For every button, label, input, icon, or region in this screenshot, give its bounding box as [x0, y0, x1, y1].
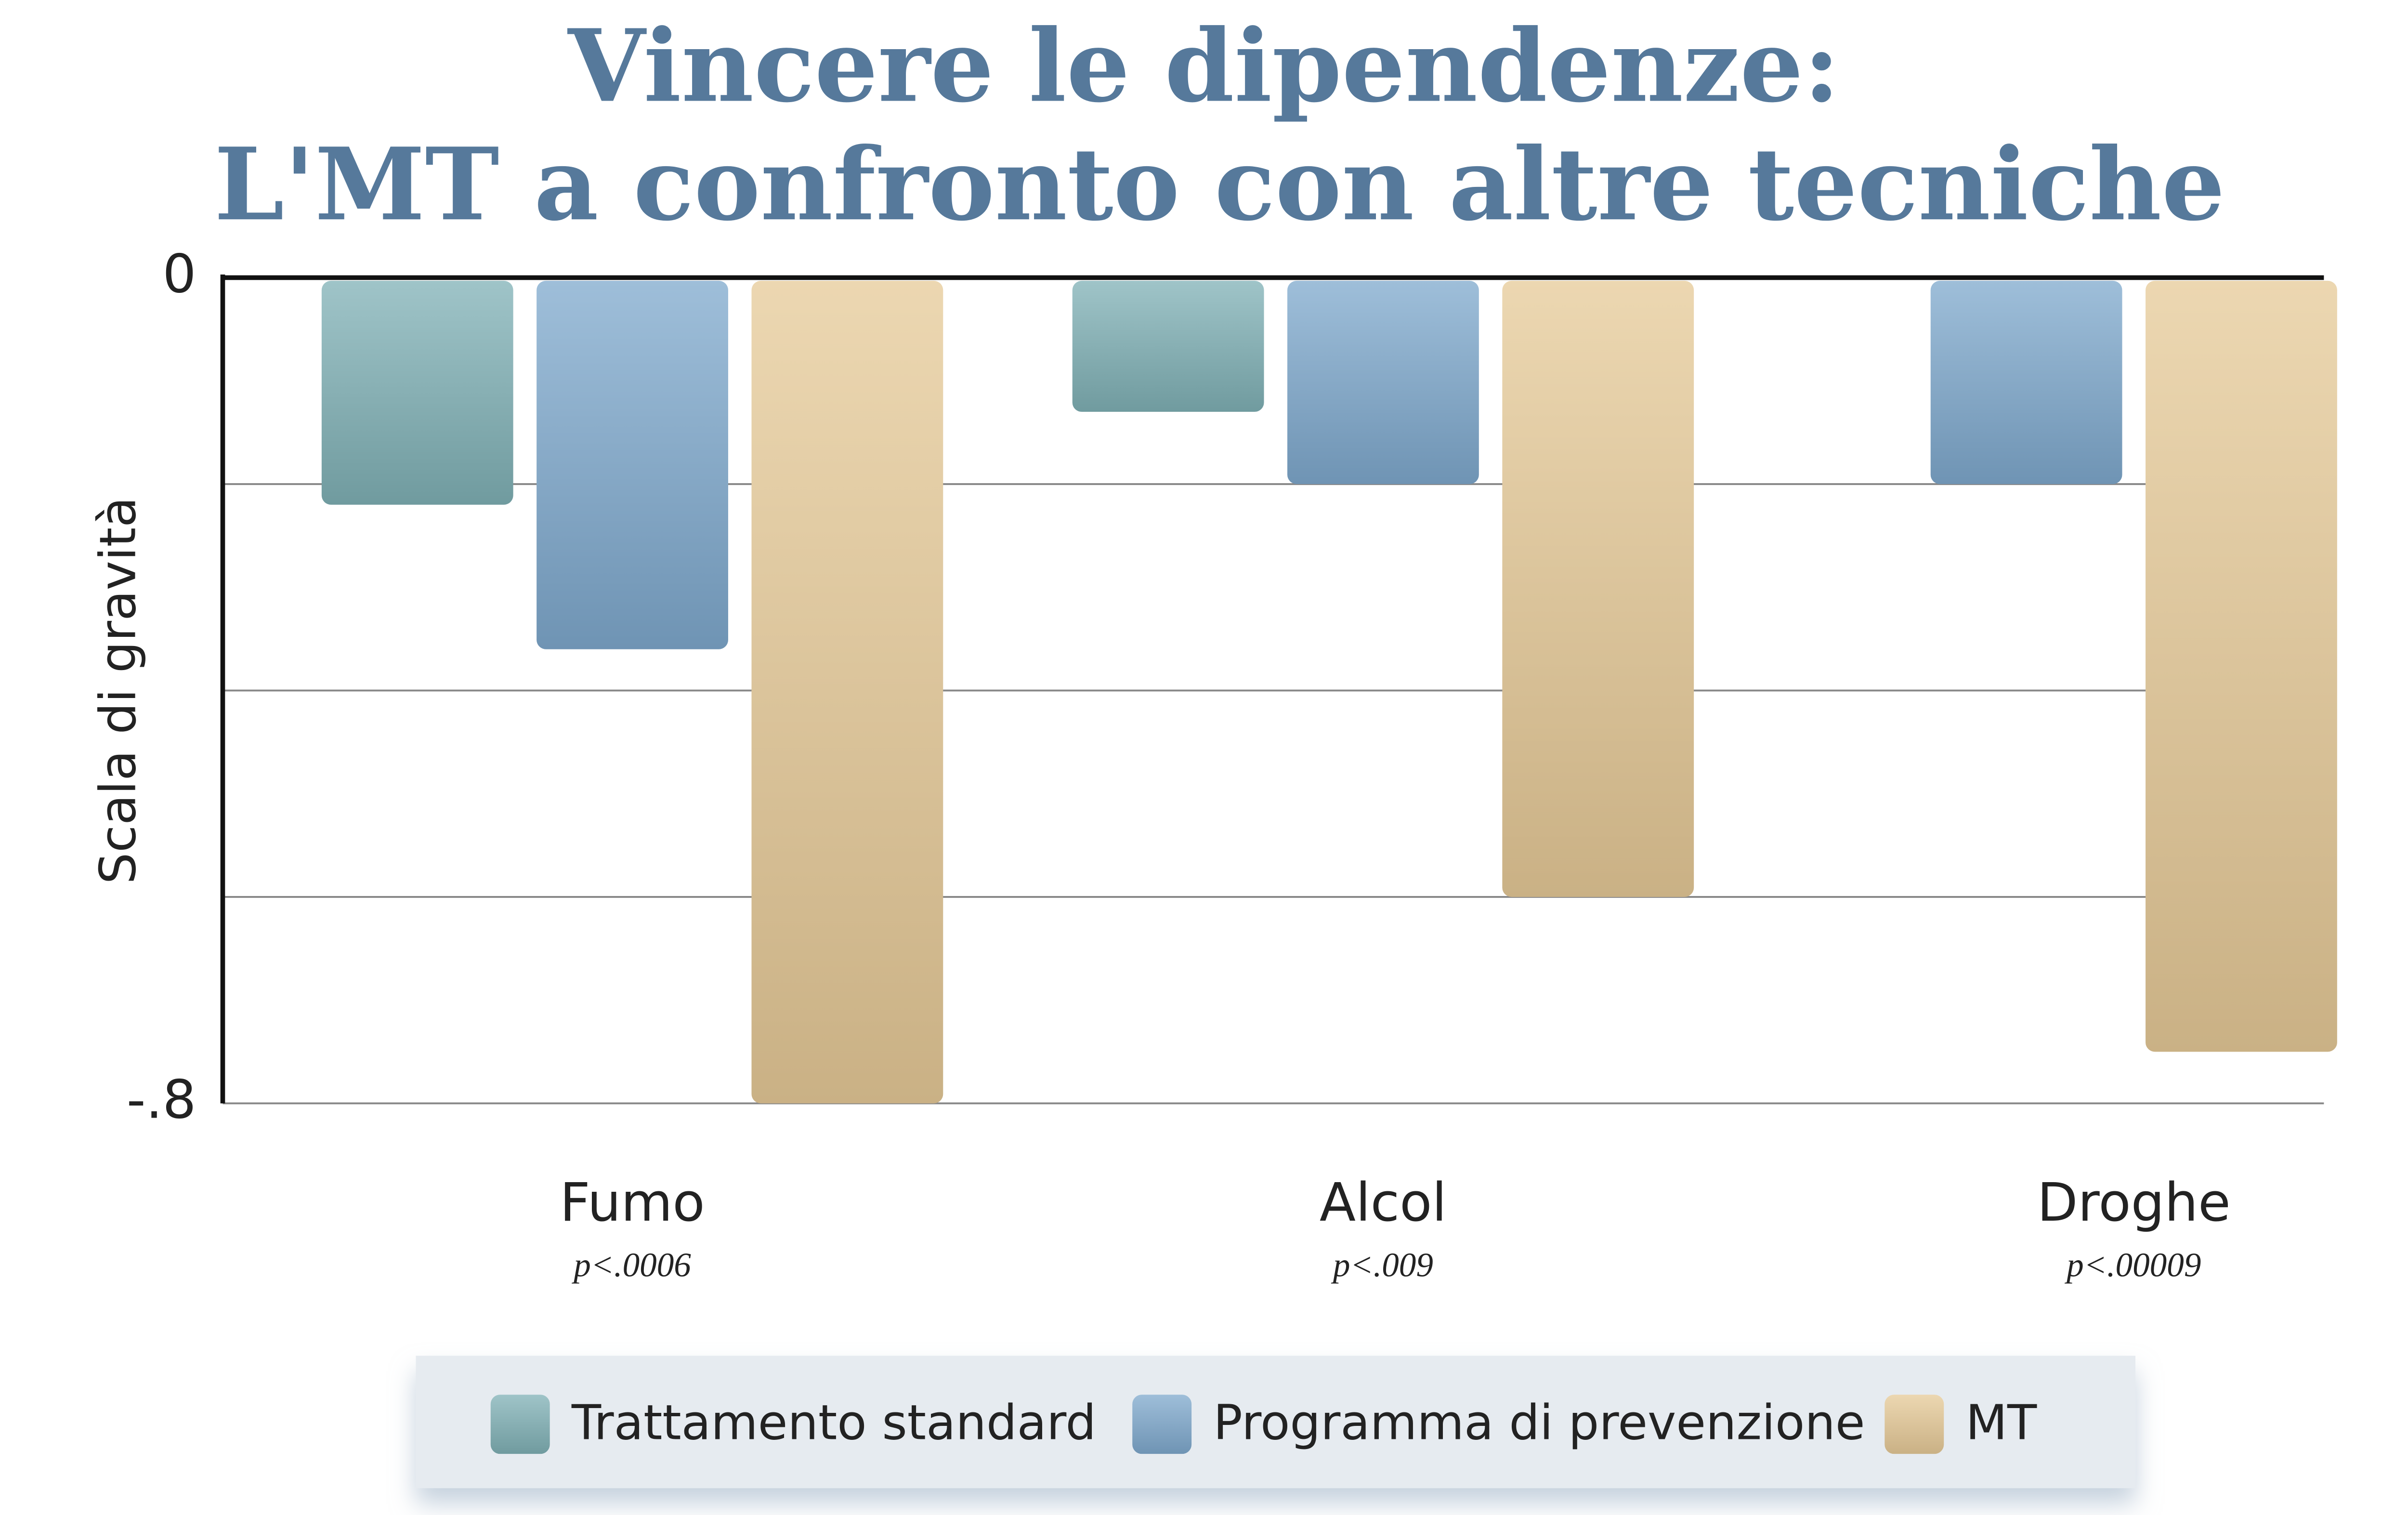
- x-tick-label: Alcol: [1320, 1172, 1447, 1233]
- y-tick-label: 0: [163, 243, 196, 305]
- chart-title: Vincere le dipendenze:: [567, 7, 1840, 124]
- category-note: p<.00009: [2064, 1247, 2201, 1284]
- bar: [321, 280, 513, 505]
- bar: [2146, 280, 2337, 1052]
- y-axis-label: Scala di gravità: [90, 497, 147, 884]
- bar: [537, 280, 728, 649]
- legend-swatch: [1132, 1395, 1192, 1454]
- x-tick-label: Fumo: [560, 1172, 705, 1233]
- legend-label: MT: [1966, 1394, 2037, 1450]
- legend-swatch: [490, 1395, 550, 1454]
- bar: [751, 280, 943, 1104]
- category-note: p<.009: [1331, 1247, 1433, 1284]
- chart-title: L'MT a confronto con altre tecniche: [214, 126, 2225, 243]
- legend-label: Programma di prevenzione: [1213, 1394, 1865, 1450]
- legend-box: [416, 1356, 2136, 1489]
- bar: [1502, 280, 1694, 897]
- legend-swatch: [1885, 1395, 1944, 1454]
- x-tick-label: Droghe: [2037, 1172, 2231, 1233]
- legend-label: Trattamento standard: [571, 1394, 1096, 1450]
- bar: [1930, 280, 2122, 484]
- category-note: p<.0006: [571, 1247, 691, 1284]
- y-tick-label: -.8: [127, 1069, 196, 1131]
- bar: [1287, 280, 1479, 484]
- bar: [1072, 280, 1264, 412]
